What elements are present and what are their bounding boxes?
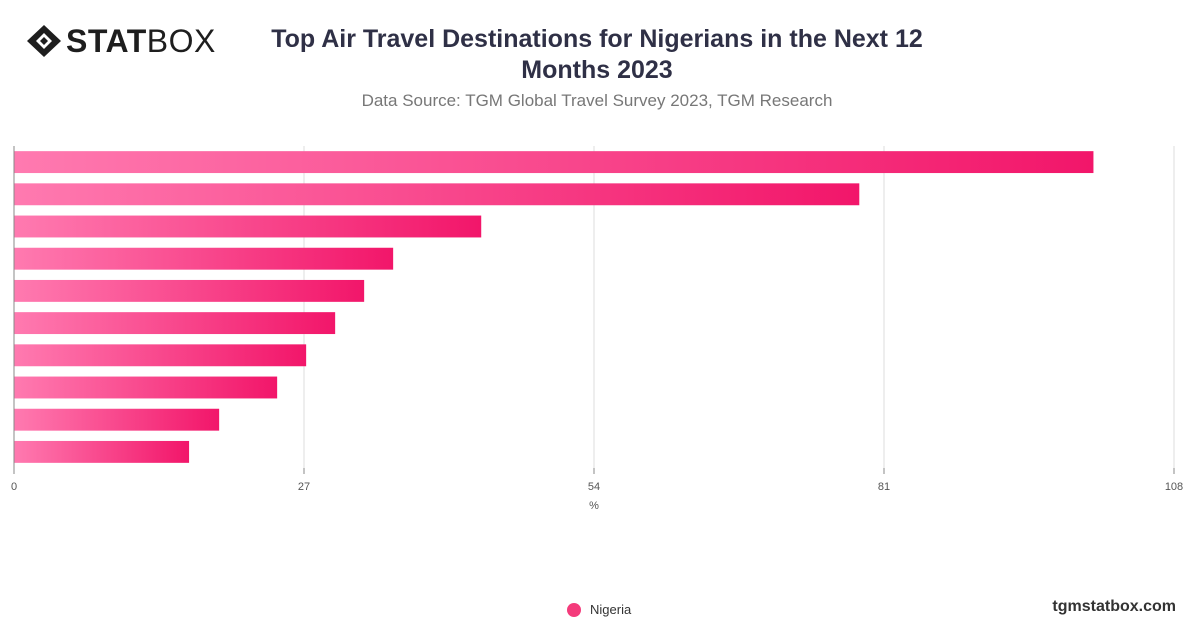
bar-7[interactable] <box>14 376 278 399</box>
x-tick-label-3: 81 <box>878 481 890 493</box>
bar-3[interactable] <box>14 247 394 270</box>
chart-title: Top Air Travel Destinations for Nigerian… <box>240 24 954 86</box>
site-url: tgmstatbox.com <box>1052 598 1176 615</box>
statbox-logo: STATBOX <box>26 24 216 58</box>
bar-8[interactable] <box>14 408 220 431</box>
x-tick-label-0: 0 <box>11 481 17 493</box>
x-axis-label: % <box>589 500 599 512</box>
logo-text: STATBOX <box>66 24 216 58</box>
x-axis: 0 27 54 81 108% <box>11 146 1183 512</box>
x-tick-label-2: 54 <box>588 481 600 493</box>
bar-chart: 0 27 54 81 108% <box>11 146 1183 512</box>
chart-title-line-1: Top Air Travel Destinations for Nigerian… <box>271 25 923 53</box>
bar-0[interactable] <box>14 151 1094 174</box>
bar-1[interactable] <box>14 183 860 206</box>
legend-label: Nigeria <box>590 602 632 617</box>
diamond-logo-icon <box>27 25 61 57</box>
bars <box>14 151 1094 463</box>
bar-4[interactable] <box>14 279 365 302</box>
x-tick-label-1: 27 <box>298 481 310 493</box>
logo-text-bold: STAT <box>66 23 147 59</box>
logo-text-light: BOX <box>146 23 216 59</box>
legend-dot-icon <box>567 602 581 617</box>
bar-6[interactable] <box>14 344 307 367</box>
x-tick-label-4: 108 <box>1165 481 1183 493</box>
bar-9[interactable] <box>14 440 190 463</box>
bar-5[interactable] <box>14 312 336 335</box>
chart-title-line-2: Months 2023 <box>521 56 673 84</box>
legend[interactable]: Nigeria <box>567 602 631 617</box>
chart-subtitle: Data Source: TGM Global Travel Survey 20… <box>361 91 833 110</box>
bar-2[interactable] <box>14 215 482 238</box>
